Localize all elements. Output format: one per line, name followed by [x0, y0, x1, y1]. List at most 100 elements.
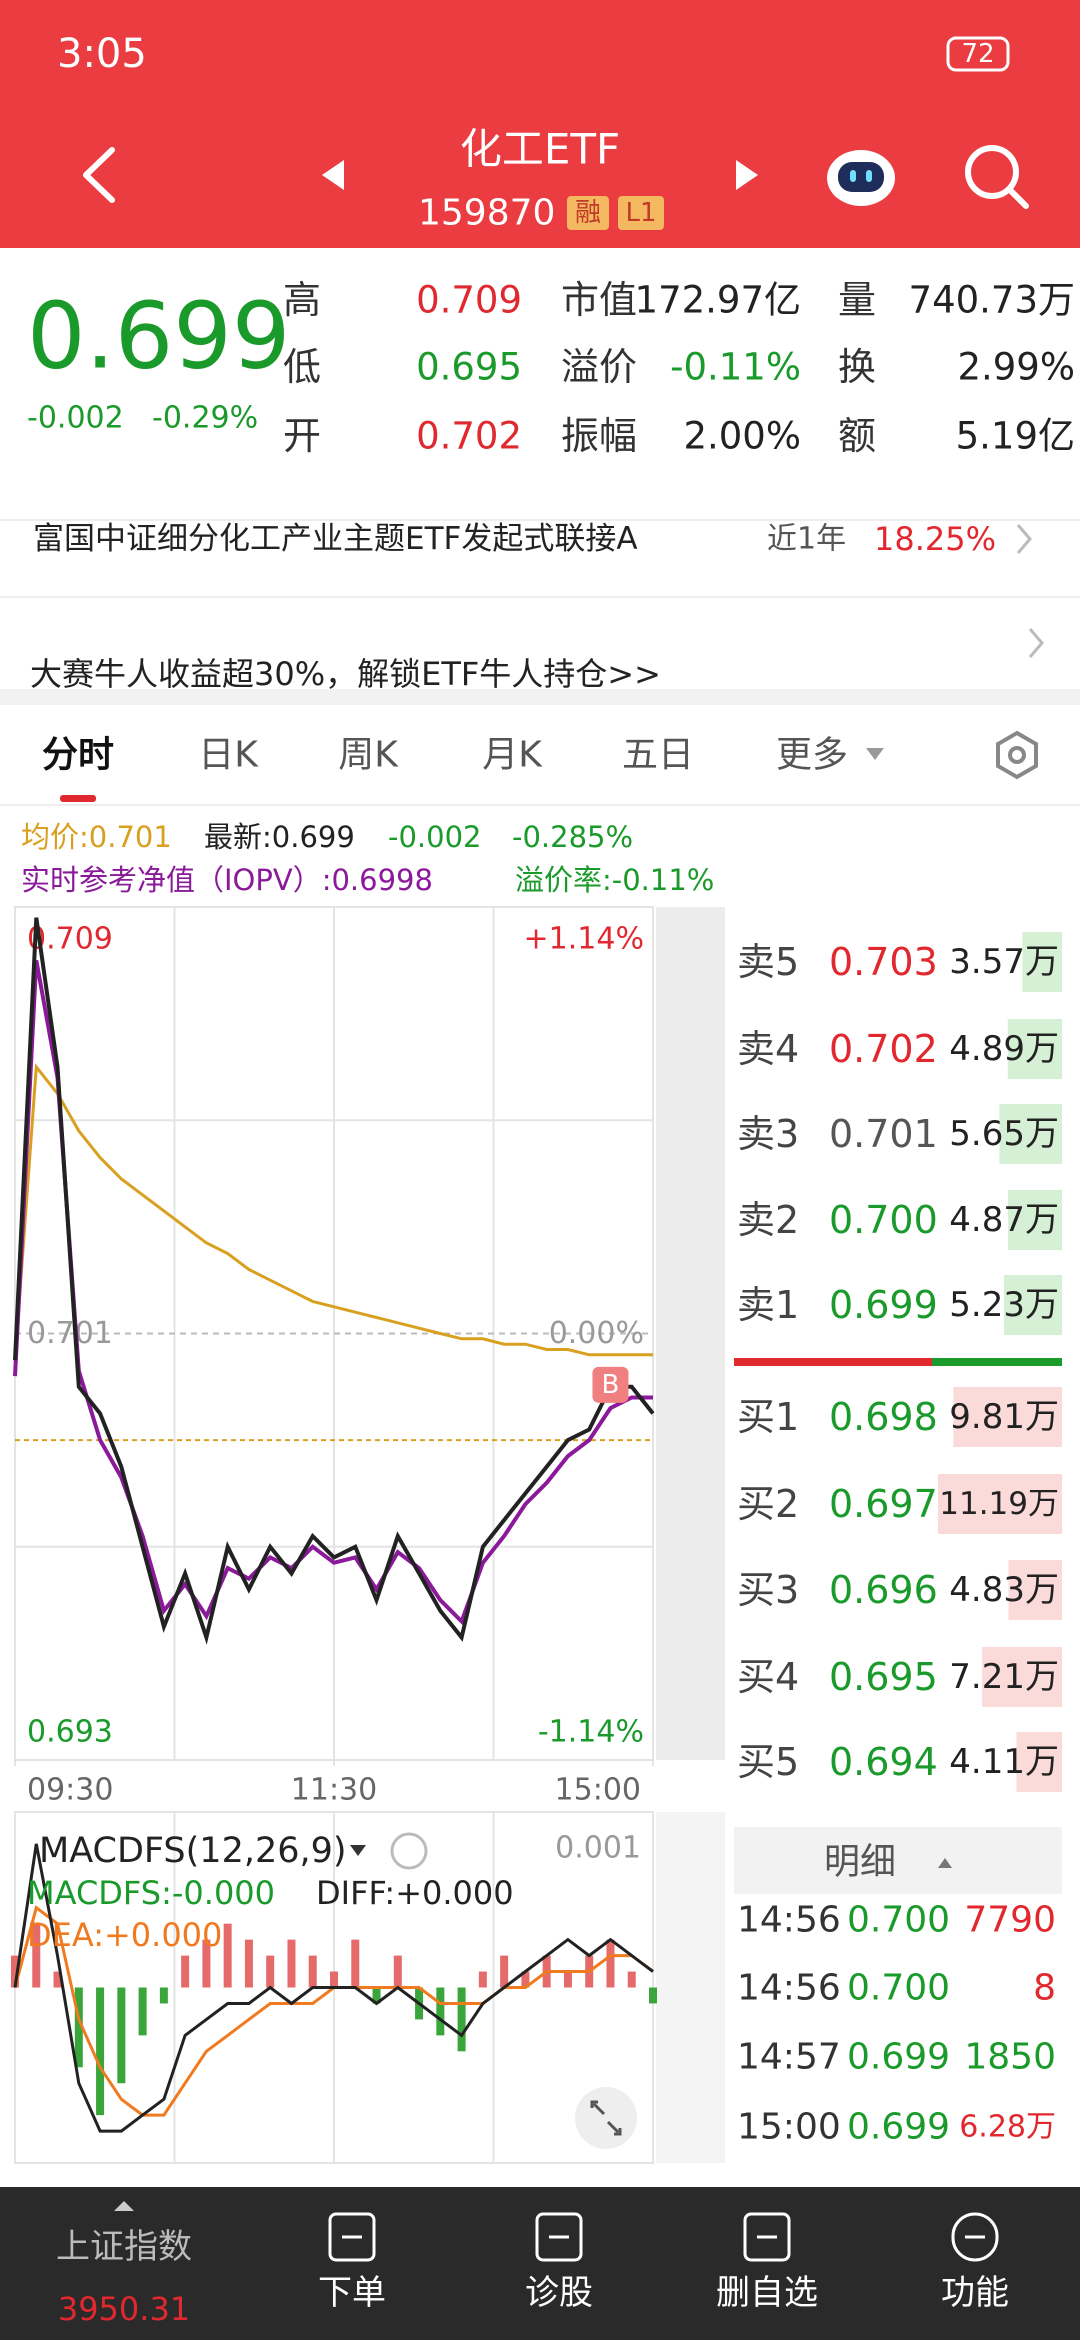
- volume-bar: [1016, 1732, 1062, 1792]
- price-line: [13, 959, 653, 1626]
- macd-bar: [649, 1987, 657, 2004]
- nav-label[interactable]: 诊股: [525, 2273, 593, 2313]
- banner[interactable]: 大赛牛人收益超30%，解锁ETF牛人持仓>>: [30, 655, 661, 693]
- tab[interactable]: 更多: [776, 735, 848, 776]
- badge-text: 融: [575, 198, 601, 228]
- fund-period: 近1年: [767, 522, 846, 557]
- dea-value: DEA:+0.000: [27, 1916, 222, 1954]
- volume-bar: [1004, 1275, 1062, 1335]
- diff-line: [13, 1843, 654, 2133]
- info-change-pct: -0.285%: [512, 820, 633, 854]
- macd-bar: [74, 1987, 83, 2068]
- stat-label: 低: [283, 345, 321, 389]
- book-label: 买5: [737, 1740, 799, 1784]
- macd-bar: [308, 1955, 317, 1988]
- trade-marker: [592, 1366, 629, 1403]
- book-label: 卖2: [737, 1198, 799, 1242]
- macd-bar: [223, 1923, 232, 1988]
- prev-button[interactable]: [322, 160, 344, 190]
- volume-bar: [938, 1474, 1062, 1534]
- nav-label[interactable]: 下单: [318, 2273, 386, 2313]
- nav-label[interactable]: 上证指数: [56, 2227, 192, 2267]
- search-button[interactable]: [965, 145, 1029, 209]
- macd-bar: [393, 1955, 402, 1988]
- nav-label[interactable]: 功能: [941, 2273, 1009, 2313]
- tab[interactable]: 分时: [42, 735, 114, 776]
- macd-bar: [181, 1955, 190, 1988]
- title: 化工ETF: [460, 125, 620, 174]
- volume-bar: [999, 1104, 1062, 1164]
- stat-value: 0.695: [416, 346, 522, 389]
- book-price: 0.695: [829, 1655, 938, 1699]
- y-tick-label: 0.693: [27, 1715, 113, 1750]
- after-hours-band: [656, 1812, 725, 2163]
- book-price: 0.697: [829, 1482, 938, 1526]
- book-price: 0.694: [829, 1740, 938, 1784]
- book-volume: 11.19万: [939, 1486, 1059, 1522]
- nav-icon: [951, 2212, 999, 2262]
- macd-dropdown: [350, 1845, 366, 1856]
- status-time: 3:05: [57, 31, 147, 77]
- expand-button[interactable]: [575, 2087, 637, 2149]
- fund-return: 18.25%: [874, 520, 996, 558]
- stat-value: 0.702: [416, 415, 522, 458]
- chevron[interactable]: [1016, 524, 1032, 554]
- settings-icon[interactable]: [996, 730, 1038, 780]
- macd-bar: [202, 1939, 211, 1988]
- badge-text: L1: [625, 198, 656, 228]
- trades-arrow: [938, 1858, 952, 1868]
- code: 159870: [418, 193, 555, 234]
- badge: [618, 196, 664, 230]
- macd-bar: [606, 1939, 615, 1988]
- trade-price: 0.700: [847, 1968, 950, 2009]
- macd-bar: [287, 1939, 296, 1988]
- book-volume: 4.87万: [949, 1200, 1059, 1240]
- macd-title[interactable]: MACDFS(12,26,9): [39, 1831, 347, 1871]
- macd-bar: [500, 1955, 509, 1988]
- book-divider-green: [932, 1358, 1062, 1366]
- last-price: 0.699: [27, 283, 290, 390]
- tab[interactable]: 五日: [622, 735, 694, 776]
- avg-price: 均价:0.701: [21, 820, 172, 854]
- back-button[interactable]: [83, 147, 115, 203]
- chevron[interactable]: [1028, 628, 1044, 658]
- macd-bar: [330, 1971, 338, 1988]
- macd-bar: [53, 1971, 62, 1988]
- stat-label: 振幅: [561, 414, 637, 458]
- book-label: 买4: [737, 1655, 799, 1699]
- stat-value: 2.99%: [957, 346, 1075, 389]
- expand-icon: [590, 2100, 622, 2136]
- stat-label: 开: [283, 414, 321, 458]
- macd-bar: [11, 1955, 19, 1988]
- assistant-icon[interactable]: [827, 150, 895, 206]
- macd-bar: [478, 1971, 487, 1988]
- stat-value: 172.97亿: [635, 279, 801, 322]
- trades-header-bg: [734, 1827, 1062, 1894]
- y2-tick-label: 0.00%: [549, 1316, 644, 1351]
- book-volume: 4.83万: [949, 1570, 1059, 1610]
- trade-time: 15:00: [737, 2107, 841, 2148]
- section-gap: [0, 689, 1080, 705]
- book-label: 买1: [737, 1395, 799, 1439]
- trade-time: 14:56: [737, 1900, 841, 1941]
- trade-volume: 7790: [964, 1900, 1056, 1941]
- change-pct: -0.29%: [152, 401, 258, 436]
- info-change: -0.002: [388, 820, 482, 854]
- stat-label: 额: [838, 414, 876, 458]
- volume-bar: [982, 1647, 1062, 1707]
- stat-label: 市值: [561, 278, 637, 322]
- macd-bar: [266, 1955, 275, 1988]
- nav-label[interactable]: 删自选: [716, 2273, 818, 2313]
- next-button[interactable]: [736, 160, 758, 190]
- volume-bar: [953, 1387, 1062, 1447]
- tab[interactable]: 日K: [198, 735, 259, 776]
- volume-bar: [1007, 1019, 1062, 1079]
- trades-title[interactable]: 明细: [824, 1842, 896, 1883]
- tab[interactable]: 周K: [338, 735, 399, 776]
- x-tick-label: 09:30: [27, 1773, 113, 1808]
- price-line: [13, 917, 655, 1645]
- tab[interactable]: 月K: [482, 735, 543, 776]
- book-price: 0.699: [829, 1283, 938, 1327]
